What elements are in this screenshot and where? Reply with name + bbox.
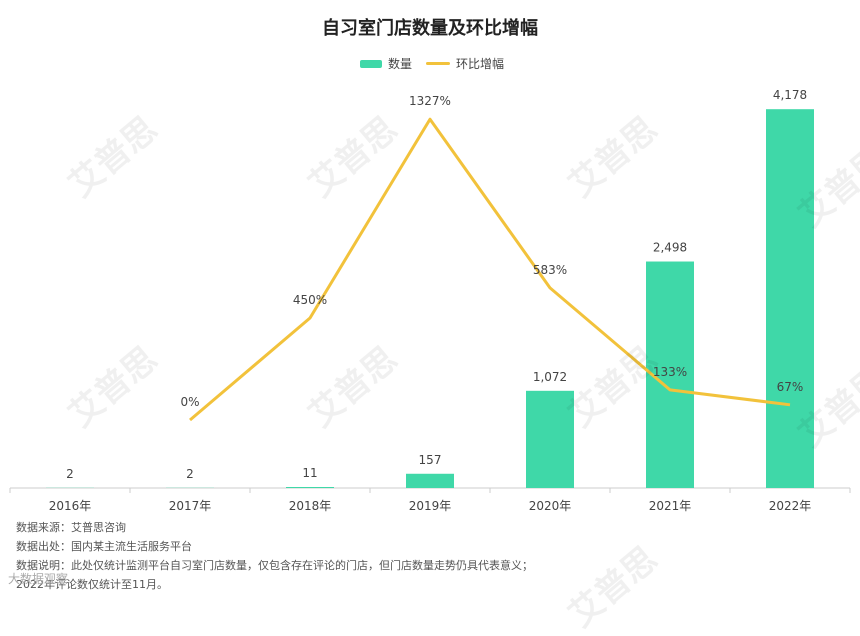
bar-label-1: 2 xyxy=(186,467,194,481)
bar-label-2: 11 xyxy=(302,466,317,480)
note-source: 数据来源：艾普思咨询 xyxy=(16,518,533,537)
bar-2 xyxy=(286,487,334,488)
line-series-growth xyxy=(190,119,790,420)
bar-6 xyxy=(766,109,814,488)
x-tick-label-3: 2019年 xyxy=(409,499,452,513)
line-label-2: 450% xyxy=(293,293,327,307)
bar-label-0: 2 xyxy=(66,467,74,481)
line-label-5: 133% xyxy=(653,365,687,379)
corner-logo: 大数据观察 xyxy=(8,570,68,587)
x-tick-label-5: 2021年 xyxy=(649,499,692,513)
note-origin: 数据出处：国内某主流生活服务平台 xyxy=(16,537,533,556)
line-label-4: 583% xyxy=(533,263,567,277)
x-tick-label-2: 2018年 xyxy=(289,499,332,513)
note-explain: 数据说明：此处仅统计监测平台自习室门店数量，仅包含存在评论的门店，但门店数量走势… xyxy=(16,556,533,575)
line-label-1: 0% xyxy=(180,395,199,409)
x-tick-label-6: 2022年 xyxy=(769,499,812,513)
bar-3 xyxy=(406,474,454,488)
bar-label-6: 4,178 xyxy=(773,88,807,102)
x-tick-label-1: 2017年 xyxy=(169,499,212,513)
line-label-6: 67% xyxy=(777,380,804,394)
bar-label-4: 1,072 xyxy=(533,370,567,384)
chart-notes: 数据来源：艾普思咨询 数据出处：国内某主流生活服务平台 数据说明：此处仅统计监测… xyxy=(16,518,533,594)
note-explain-2: 2022年评论数仅统计至11月。 xyxy=(16,575,533,594)
bar-4 xyxy=(526,391,574,488)
x-tick-label-0: 2016年 xyxy=(49,499,92,513)
line-label-3: 1327% xyxy=(409,94,451,108)
bar-label-3: 157 xyxy=(419,453,442,467)
chart-plot: 2 2016年 2 2017年 11 2018年 157 2019年 1,072 2020年 2,4… xyxy=(0,0,860,594)
x-tick-label-4: 2020年 xyxy=(529,499,572,513)
bar-label-5: 2,498 xyxy=(653,241,687,255)
